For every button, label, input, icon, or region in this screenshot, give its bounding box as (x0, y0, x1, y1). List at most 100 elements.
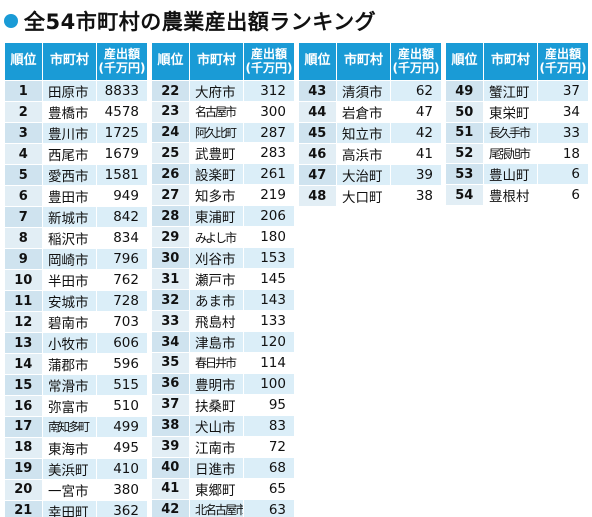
value-cell: 206 (243, 205, 295, 228)
rank-cell: 32 (151, 289, 190, 312)
value-cell: 949 (96, 185, 148, 207)
table-row: 46 高浜市 41 (298, 143, 442, 165)
value-cell: 95 (243, 394, 295, 416)
rank-cell: 42 (151, 499, 190, 517)
value-header: 産出額 (千万円) (96, 42, 148, 81)
rank-cell: 24 (151, 122, 190, 144)
value-cell: 8833 (96, 80, 148, 102)
table-row: 28 東浦町 206 (151, 205, 295, 228)
rank-cell: 18 (4, 437, 43, 459)
table-row: 34 津島市 120 (151, 331, 295, 354)
table-row: 43 清須市 62 (298, 80, 442, 102)
city-cell: 岡崎市 (42, 248, 97, 270)
value-cell: 1725 (96, 122, 148, 144)
value-header: 産出額 (千万円) (243, 42, 295, 81)
table-row: 17 南知多町 499 (4, 416, 148, 438)
rank-cell: 38 (151, 415, 190, 437)
city-cell: 新城市 (42, 206, 97, 228)
value-cell: 133 (243, 310, 295, 333)
bullet-dot-icon (4, 14, 18, 28)
value-cell: 410 (96, 458, 148, 480)
table-row: 52 尾張旭市 18 (445, 143, 589, 165)
rank-cell: 16 (4, 395, 43, 417)
city-cell: 飛島村 (189, 310, 244, 333)
rank-cell: 6 (4, 185, 43, 207)
rank-cell: 23 (151, 101, 190, 123)
table-row: 4 西尾市 1679 (4, 143, 148, 165)
value-cell: 6 (537, 184, 589, 207)
table-row: 8 稲沢市 834 (4, 227, 148, 249)
rank-cell: 17 (4, 416, 43, 438)
city-cell: 瀬戸市 (189, 268, 244, 291)
value-header-unit: (千万円) (392, 60, 440, 75)
table-row: 50 東栄町 34 (445, 101, 589, 123)
rank-header: 順位 (445, 42, 484, 81)
city-cell: 美浜町 (42, 458, 97, 480)
rank-cell: 11 (4, 290, 43, 312)
city-cell: 常滑市 (42, 374, 97, 396)
value-cell: 100 (243, 373, 295, 395)
city-header: 市町村 (189, 42, 244, 81)
table-row: 38 犬山市 83 (151, 415, 295, 437)
table-row: 33 飛島村 133 (151, 310, 295, 333)
rank-cell: 29 (151, 226, 190, 249)
value-header-label: 産出額 (397, 47, 434, 62)
table-row: 9 岡崎市 796 (4, 248, 148, 270)
city-cell: 津島市 (189, 331, 244, 354)
city-header: 市町村 (336, 42, 391, 81)
city-cell: 稲沢市 (42, 227, 97, 249)
value-cell: 38 (390, 185, 442, 207)
table-row: 30 刈谷市 153 (151, 247, 295, 270)
rank-cell: 3 (4, 122, 43, 144)
rank-cell: 34 (151, 331, 190, 354)
value-cell: 153 (243, 247, 295, 270)
city-cell: 安城市 (42, 290, 97, 312)
rank-cell: 41 (151, 478, 190, 500)
table-row: 53 豊山町 6 (445, 163, 589, 186)
rank-cell: 39 (151, 436, 190, 458)
rank-cell: 30 (151, 247, 190, 270)
city-cell: みよし市 (189, 226, 244, 249)
ranking-table: 順位 市町村 産出額 (千万円) 49 蟹江町 37 50 東栄町 34 51 長久手市 33 52 尾張旭… (445, 42, 589, 207)
value-header-label: 産出額 (103, 47, 140, 62)
city-cell: 豊川市 (42, 122, 97, 144)
city-cell: 蒲郡市 (42, 353, 97, 375)
rank-cell: 28 (151, 205, 190, 228)
value-cell: 4578 (96, 101, 148, 123)
table-row: 10 半田市 762 (4, 269, 148, 291)
table-row: 35 春日井市 114 (151, 352, 295, 374)
city-cell: 半田市 (42, 269, 97, 291)
rank-cell: 35 (151, 352, 190, 374)
city-cell: 扶桑町 (189, 394, 244, 416)
value-cell: 510 (96, 395, 148, 417)
value-cell: 114 (243, 352, 295, 374)
rank-cell: 4 (4, 143, 43, 165)
table-row: 48 大口町 38 (298, 185, 442, 207)
table-row: 14 蒲郡市 596 (4, 353, 148, 375)
table-row: 3 豊川市 1725 (4, 122, 148, 144)
value-cell: 180 (243, 226, 295, 249)
rank-cell: 21 (4, 500, 43, 517)
city-cell: 日進市 (189, 457, 244, 479)
value-header-unit: (千万円) (539, 60, 587, 75)
city-cell: 大治町 (336, 164, 391, 186)
table-row: 45 知立市 42 (298, 122, 442, 144)
value-cell: 41 (390, 143, 442, 165)
value-cell: 18 (537, 143, 589, 165)
rank-cell: 14 (4, 353, 43, 375)
value-header: 産出額 (千万円) (390, 42, 442, 81)
city-cell: 大口町 (336, 185, 391, 207)
rank-cell: 50 (445, 101, 484, 123)
header-row: 順位 市町村 産出額 (千万円) (151, 42, 295, 81)
table-row: 49 蟹江町 37 (445, 80, 589, 102)
value-header: 産出額 (千万円) (537, 42, 589, 81)
value-cell: 47 (390, 101, 442, 123)
table-row: 51 長久手市 33 (445, 122, 589, 144)
value-cell: 145 (243, 268, 295, 291)
rank-cell: 43 (298, 80, 337, 102)
table-row: 12 碧南市 703 (4, 311, 148, 333)
city-header: 市町村 (42, 42, 97, 81)
value-cell: 1679 (96, 143, 148, 165)
city-cell: 南知多町 (42, 416, 97, 438)
rank-cell: 54 (445, 184, 484, 207)
